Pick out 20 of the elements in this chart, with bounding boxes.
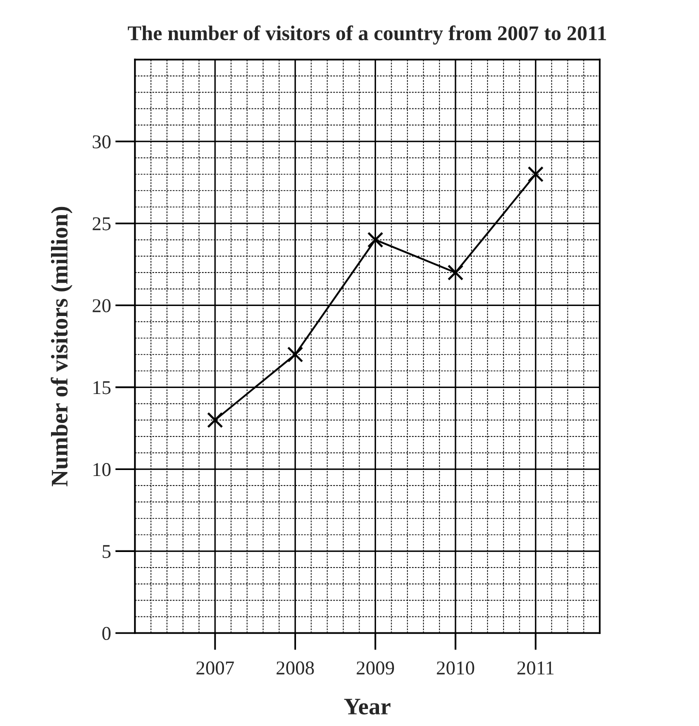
y-tick-label: 10 [94, 463, 111, 476]
x-tick-label: 2010 [436, 661, 474, 675]
y-tick-label: 25 [92, 217, 111, 230]
y-tick-label: 20 [92, 299, 111, 312]
x-tick-label: 2007 [196, 661, 234, 675]
point [287, 346, 304, 362]
point [528, 166, 544, 182]
point [207, 412, 224, 428]
y-tick-label: 15 [94, 381, 111, 394]
y-axis-title: Number of visitors (million) [50, 206, 72, 486]
x-tick-label: 2009 [356, 661, 394, 675]
point [447, 264, 464, 281]
y-tick-label: 5 [102, 545, 111, 558]
y-tick-label: 0 [102, 626, 111, 640]
x-tick-label: 2008 [276, 661, 314, 675]
point [367, 232, 384, 248]
y-tick-label: 30 [92, 135, 111, 148]
x-tick-label: 2011 [517, 661, 554, 675]
x-axis-title: Year [344, 698, 390, 715]
chart-title: The number of visitors of a country from 2007 to 2011 [128, 25, 606, 45]
